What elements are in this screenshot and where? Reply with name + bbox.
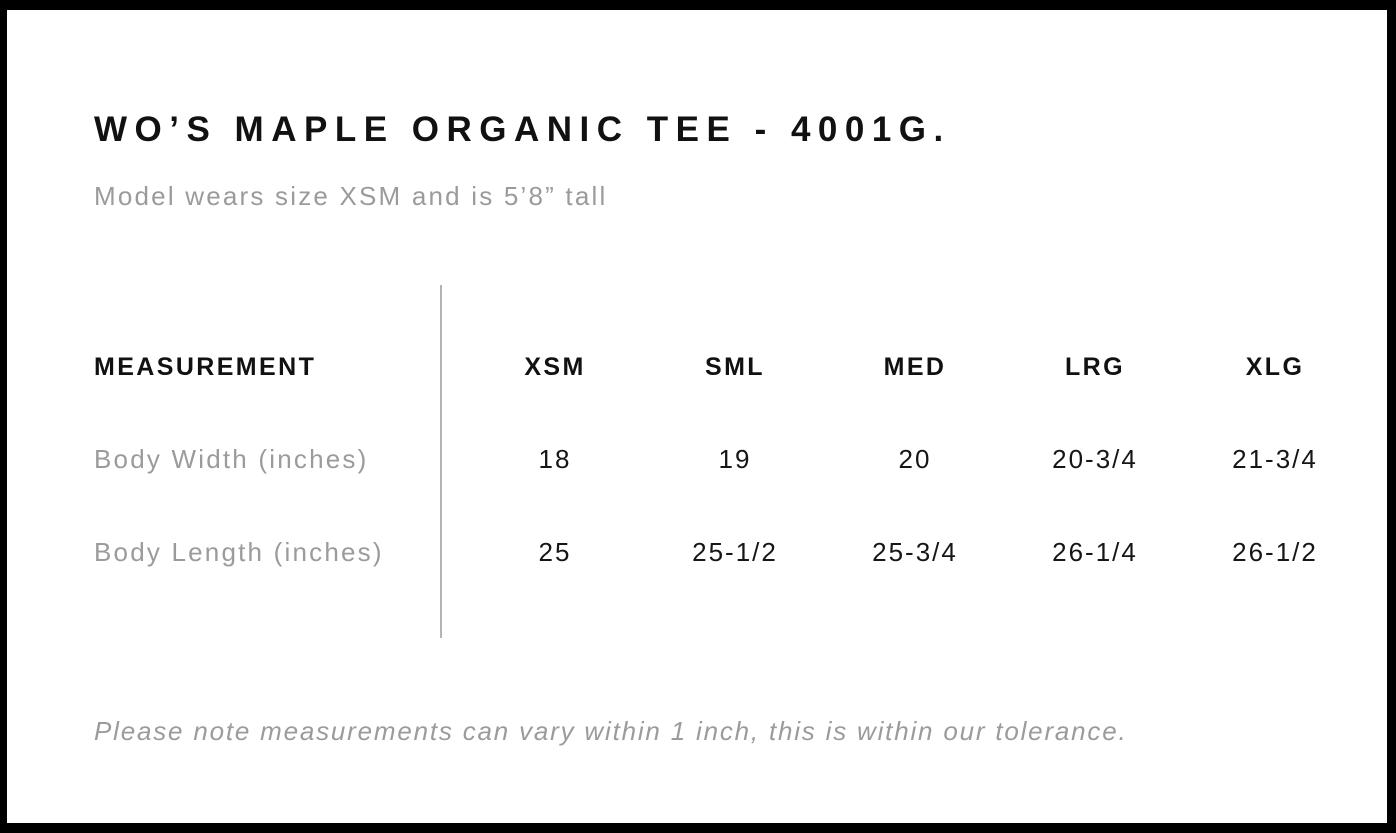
body-length-xsm-value: 25 <box>538 537 572 567</box>
body-length-sml-value: 25-1/2 <box>692 537 778 567</box>
body-width-med-value: 20 <box>898 444 932 474</box>
size-column-header-xsm: XSM <box>524 353 586 381</box>
page-title: WO’S MAPLE ORGANIC TEE - 4001G. <box>94 110 951 149</box>
body-width-xsm-value: 18 <box>538 444 572 474</box>
size-column-header-lrg: LRG <box>1065 353 1125 381</box>
table-column-divider <box>440 285 442 638</box>
model-info-text: Model wears size XSM and is 5’8” tall <box>94 181 608 211</box>
body-width-sml-value: 19 <box>718 444 752 474</box>
size-column-header-med: MED <box>883 353 947 381</box>
row-label-body-width: Body Width (inches) <box>94 444 369 474</box>
body-length-med-value: 25-3/4 <box>872 537 958 567</box>
measurement-column-header: MEASUREMENT <box>94 353 317 381</box>
row-label-body-length: Body Length (inches) <box>94 537 384 567</box>
size-column-header-xlg: XLG <box>1245 353 1305 381</box>
body-width-xlg-value: 21-3/4 <box>1232 444 1318 474</box>
body-width-lrg-value: 20-3/4 <box>1052 444 1138 474</box>
body-length-xlg-value: 26-1/2 <box>1232 537 1318 567</box>
tolerance-note: Please note measurements can vary within… <box>94 716 1128 746</box>
size-column-header-sml: SML <box>705 353 765 381</box>
body-length-lrg-value: 26-1/4 <box>1052 537 1138 567</box>
